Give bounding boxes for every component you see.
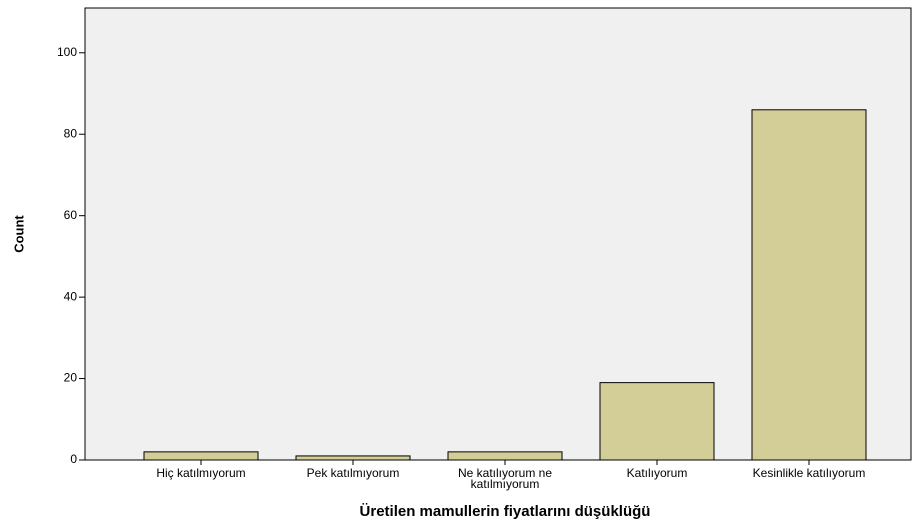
y-tick-label: 80 bbox=[64, 126, 78, 140]
x-tick-label: Ne katılıyorum ne katılmıyorum bbox=[457, 466, 553, 491]
x-tick-label: Pek katılmıyorum bbox=[306, 466, 400, 480]
y-tick-label: 100 bbox=[57, 45, 77, 59]
x-tick-label: Katılıyorum bbox=[626, 466, 688, 480]
x-tick-label: Kesinlikle katılıyorum bbox=[752, 466, 866, 480]
x-axis-title: Üretilen mamullerin fiyatlarını düşüklüğ… bbox=[360, 503, 651, 520]
x-tick-label: Hiç katılmıyorum bbox=[156, 466, 246, 480]
bar bbox=[295, 455, 411, 461]
bar bbox=[599, 382, 715, 461]
y-tick-label: 40 bbox=[64, 289, 78, 303]
bar bbox=[447, 451, 563, 461]
y-tick-label: 60 bbox=[64, 208, 78, 222]
y-tick-label: 0 bbox=[70, 452, 77, 466]
y-tick-label: 20 bbox=[64, 371, 78, 385]
bar bbox=[143, 451, 259, 461]
bar bbox=[751, 109, 867, 461]
y-axis-title: Count bbox=[11, 215, 26, 253]
